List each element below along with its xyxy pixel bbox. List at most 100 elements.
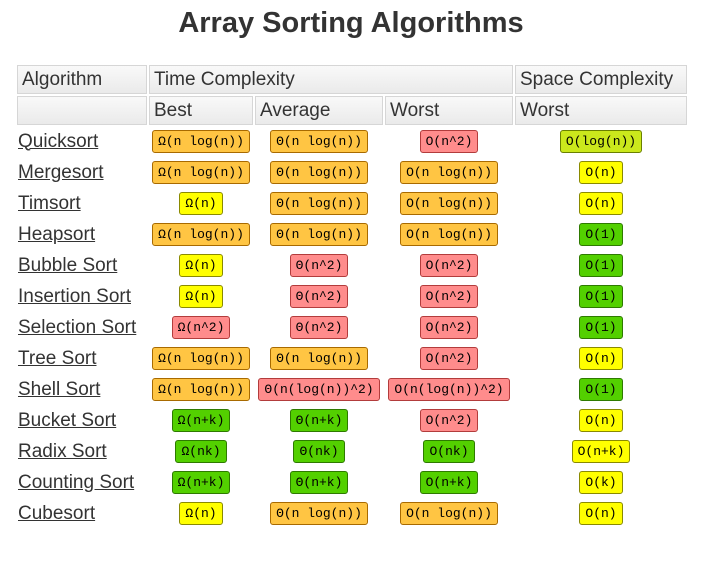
- algorithm-cell: Counting Sort: [17, 468, 147, 497]
- best-case-cell: Ω(n): [149, 189, 253, 218]
- algorithm-cell: Timsort: [17, 189, 147, 218]
- average-case-badge: Θ(n log(n)): [270, 192, 368, 215]
- algorithm-link[interactable]: Bubble Sort: [18, 254, 118, 276]
- best-case-cell: Ω(n log(n)): [149, 158, 253, 187]
- average-case-badge: Θ(nk): [293, 440, 345, 463]
- worst-case-badge: O(n^2): [419, 254, 479, 277]
- average-case-badge: Θ(n^2): [289, 285, 349, 308]
- space-worst-cell: O(1): [515, 251, 687, 280]
- space-worst-cell: O(1): [515, 313, 687, 342]
- average-case-cell: Θ(n+k): [255, 468, 383, 497]
- average-case-badge: Θ(n log(n)): [270, 347, 368, 370]
- algorithm-link[interactable]: Quicksort: [18, 130, 99, 152]
- table-body: Quicksort Ω(n log(n)) Θ(n log(n)) O(n^2) O(l…: [17, 127, 687, 528]
- header-best: Best: [149, 96, 253, 125]
- algorithm-cell: Radix Sort: [17, 437, 147, 466]
- worst-case-cell: O(n log(n)): [385, 189, 513, 218]
- worst-case-cell: O(n log(n)): [385, 220, 513, 249]
- algorithm-link[interactable]: Timsort: [18, 192, 81, 214]
- worst-case-cell: O(n(log(n))^2): [385, 375, 513, 404]
- best-case-cell: Ω(nk): [149, 437, 253, 466]
- algorithm-link[interactable]: Mergesort: [18, 161, 104, 183]
- space-worst-cell: O(k): [515, 468, 687, 497]
- table-row: Bucket Sort Ω(n+k) Θ(n+k) O(n^2) O(n): [17, 406, 687, 435]
- table-row: Tree Sort Ω(n log(n)) Θ(n log(n)) O(n^2) O(n…: [17, 344, 687, 373]
- complexity-table: Algorithm Time Complexity Space Complexi…: [15, 63, 689, 530]
- worst-case-cell: O(n^2): [385, 282, 513, 311]
- worst-case-badge: O(n^2): [419, 347, 479, 370]
- average-case-badge: Θ(n log(n)): [270, 502, 368, 525]
- average-case-badge: Θ(n^2): [289, 254, 349, 277]
- table-header: Algorithm Time Complexity Space Complexi…: [17, 65, 687, 125]
- best-case-badge: Ω(n log(n)): [152, 347, 250, 370]
- best-case-badge: Ω(n): [179, 254, 223, 277]
- algorithm-link[interactable]: Counting Sort: [18, 471, 135, 493]
- average-case-cell: Θ(n^2): [255, 251, 383, 280]
- table-row: Bubble Sort Ω(n) Θ(n^2) O(n^2) O(1): [17, 251, 687, 280]
- worst-case-badge: O(n^2): [419, 409, 479, 432]
- header-row-top: Algorithm Time Complexity Space Complexi…: [17, 65, 687, 94]
- space-worst-badge: O(n+k): [571, 440, 631, 463]
- space-worst-cell: O(1): [515, 375, 687, 404]
- algorithm-cell: Insertion Sort: [17, 282, 147, 311]
- worst-case-cell: O(n^2): [385, 344, 513, 373]
- algorithm-cell: Cubesort: [17, 499, 147, 528]
- best-case-cell: Ω(n): [149, 499, 253, 528]
- average-case-cell: Θ(n^2): [255, 313, 383, 342]
- space-worst-badge: O(1): [579, 223, 623, 246]
- table-row: Radix Sort Ω(nk) Θ(nk) O(nk) O(n+k): [17, 437, 687, 466]
- header-time-complexity: Time Complexity: [149, 65, 513, 94]
- space-worst-cell: O(n): [515, 406, 687, 435]
- algorithm-cell: Bucket Sort: [17, 406, 147, 435]
- table-row: Timsort Ω(n) Θ(n log(n)) O(n log(n)) O(n): [17, 189, 687, 218]
- best-case-cell: Ω(n+k): [149, 468, 253, 497]
- space-worst-cell: O(n+k): [515, 437, 687, 466]
- algorithm-link[interactable]: Insertion Sort: [18, 285, 131, 307]
- space-worst-badge: O(n): [579, 502, 623, 525]
- algorithm-link[interactable]: Heapsort: [18, 223, 96, 245]
- worst-case-cell: O(n^2): [385, 127, 513, 156]
- worst-case-cell: O(n^2): [385, 251, 513, 280]
- table-row: Shell Sort Ω(n log(n)) Θ(n(log(n))^2) O(n(l…: [17, 375, 687, 404]
- algorithm-link[interactable]: Cubesort: [18, 502, 96, 524]
- space-worst-badge: O(1): [579, 378, 623, 401]
- table-row: Insertion Sort Ω(n) Θ(n^2) O(n^2) O(1): [17, 282, 687, 311]
- worst-case-cell: O(n^2): [385, 406, 513, 435]
- average-case-badge: Θ(n log(n)): [270, 223, 368, 246]
- best-case-badge: Ω(n log(n)): [152, 161, 250, 184]
- space-worst-badge: O(1): [579, 316, 623, 339]
- algorithm-link[interactable]: Tree Sort: [18, 347, 97, 369]
- worst-case-cell: O(n+k): [385, 468, 513, 497]
- average-case-badge: Θ(n log(n)): [270, 161, 368, 184]
- average-case-cell: Θ(n log(n)): [255, 220, 383, 249]
- average-case-cell: Θ(n log(n)): [255, 127, 383, 156]
- average-case-cell: Θ(n log(n)): [255, 158, 383, 187]
- worst-case-badge: O(n log(n)): [400, 192, 498, 215]
- algorithm-link[interactable]: Bucket Sort: [18, 409, 117, 431]
- header-row-sub: Best Average Worst Worst: [17, 96, 687, 125]
- best-case-badge: Ω(n+k): [171, 471, 231, 494]
- space-worst-badge: O(n): [579, 161, 623, 184]
- space-worst-badge: O(log(n)): [559, 130, 643, 153]
- algorithm-link[interactable]: Selection Sort: [18, 316, 137, 338]
- algorithm-link[interactable]: Radix Sort: [18, 440, 107, 462]
- algorithm-cell: Shell Sort: [17, 375, 147, 404]
- algorithm-link[interactable]: Shell Sort: [18, 378, 101, 400]
- average-case-cell: Θ(n log(n)): [255, 344, 383, 373]
- header-empty: [17, 96, 147, 125]
- average-case-badge: Θ(n^2): [289, 316, 349, 339]
- average-case-cell: Θ(n log(n)): [255, 499, 383, 528]
- worst-case-badge: O(nk): [423, 440, 475, 463]
- worst-case-badge: O(n+k): [419, 471, 479, 494]
- header-average: Average: [255, 96, 383, 125]
- algorithm-cell: Tree Sort: [17, 344, 147, 373]
- worst-case-badge: O(n^2): [419, 285, 479, 308]
- worst-case-cell: O(n log(n)): [385, 158, 513, 187]
- table-row: Mergesort Ω(n log(n)) Θ(n log(n)) O(n log(n…: [17, 158, 687, 187]
- header-algorithm: Algorithm: [17, 65, 147, 94]
- best-case-cell: Ω(n log(n)): [149, 220, 253, 249]
- space-worst-cell: O(n): [515, 158, 687, 187]
- best-case-badge: Ω(n log(n)): [152, 223, 250, 246]
- worst-case-badge: O(n(log(n))^2): [388, 378, 510, 401]
- algorithm-cell: Quicksort: [17, 127, 147, 156]
